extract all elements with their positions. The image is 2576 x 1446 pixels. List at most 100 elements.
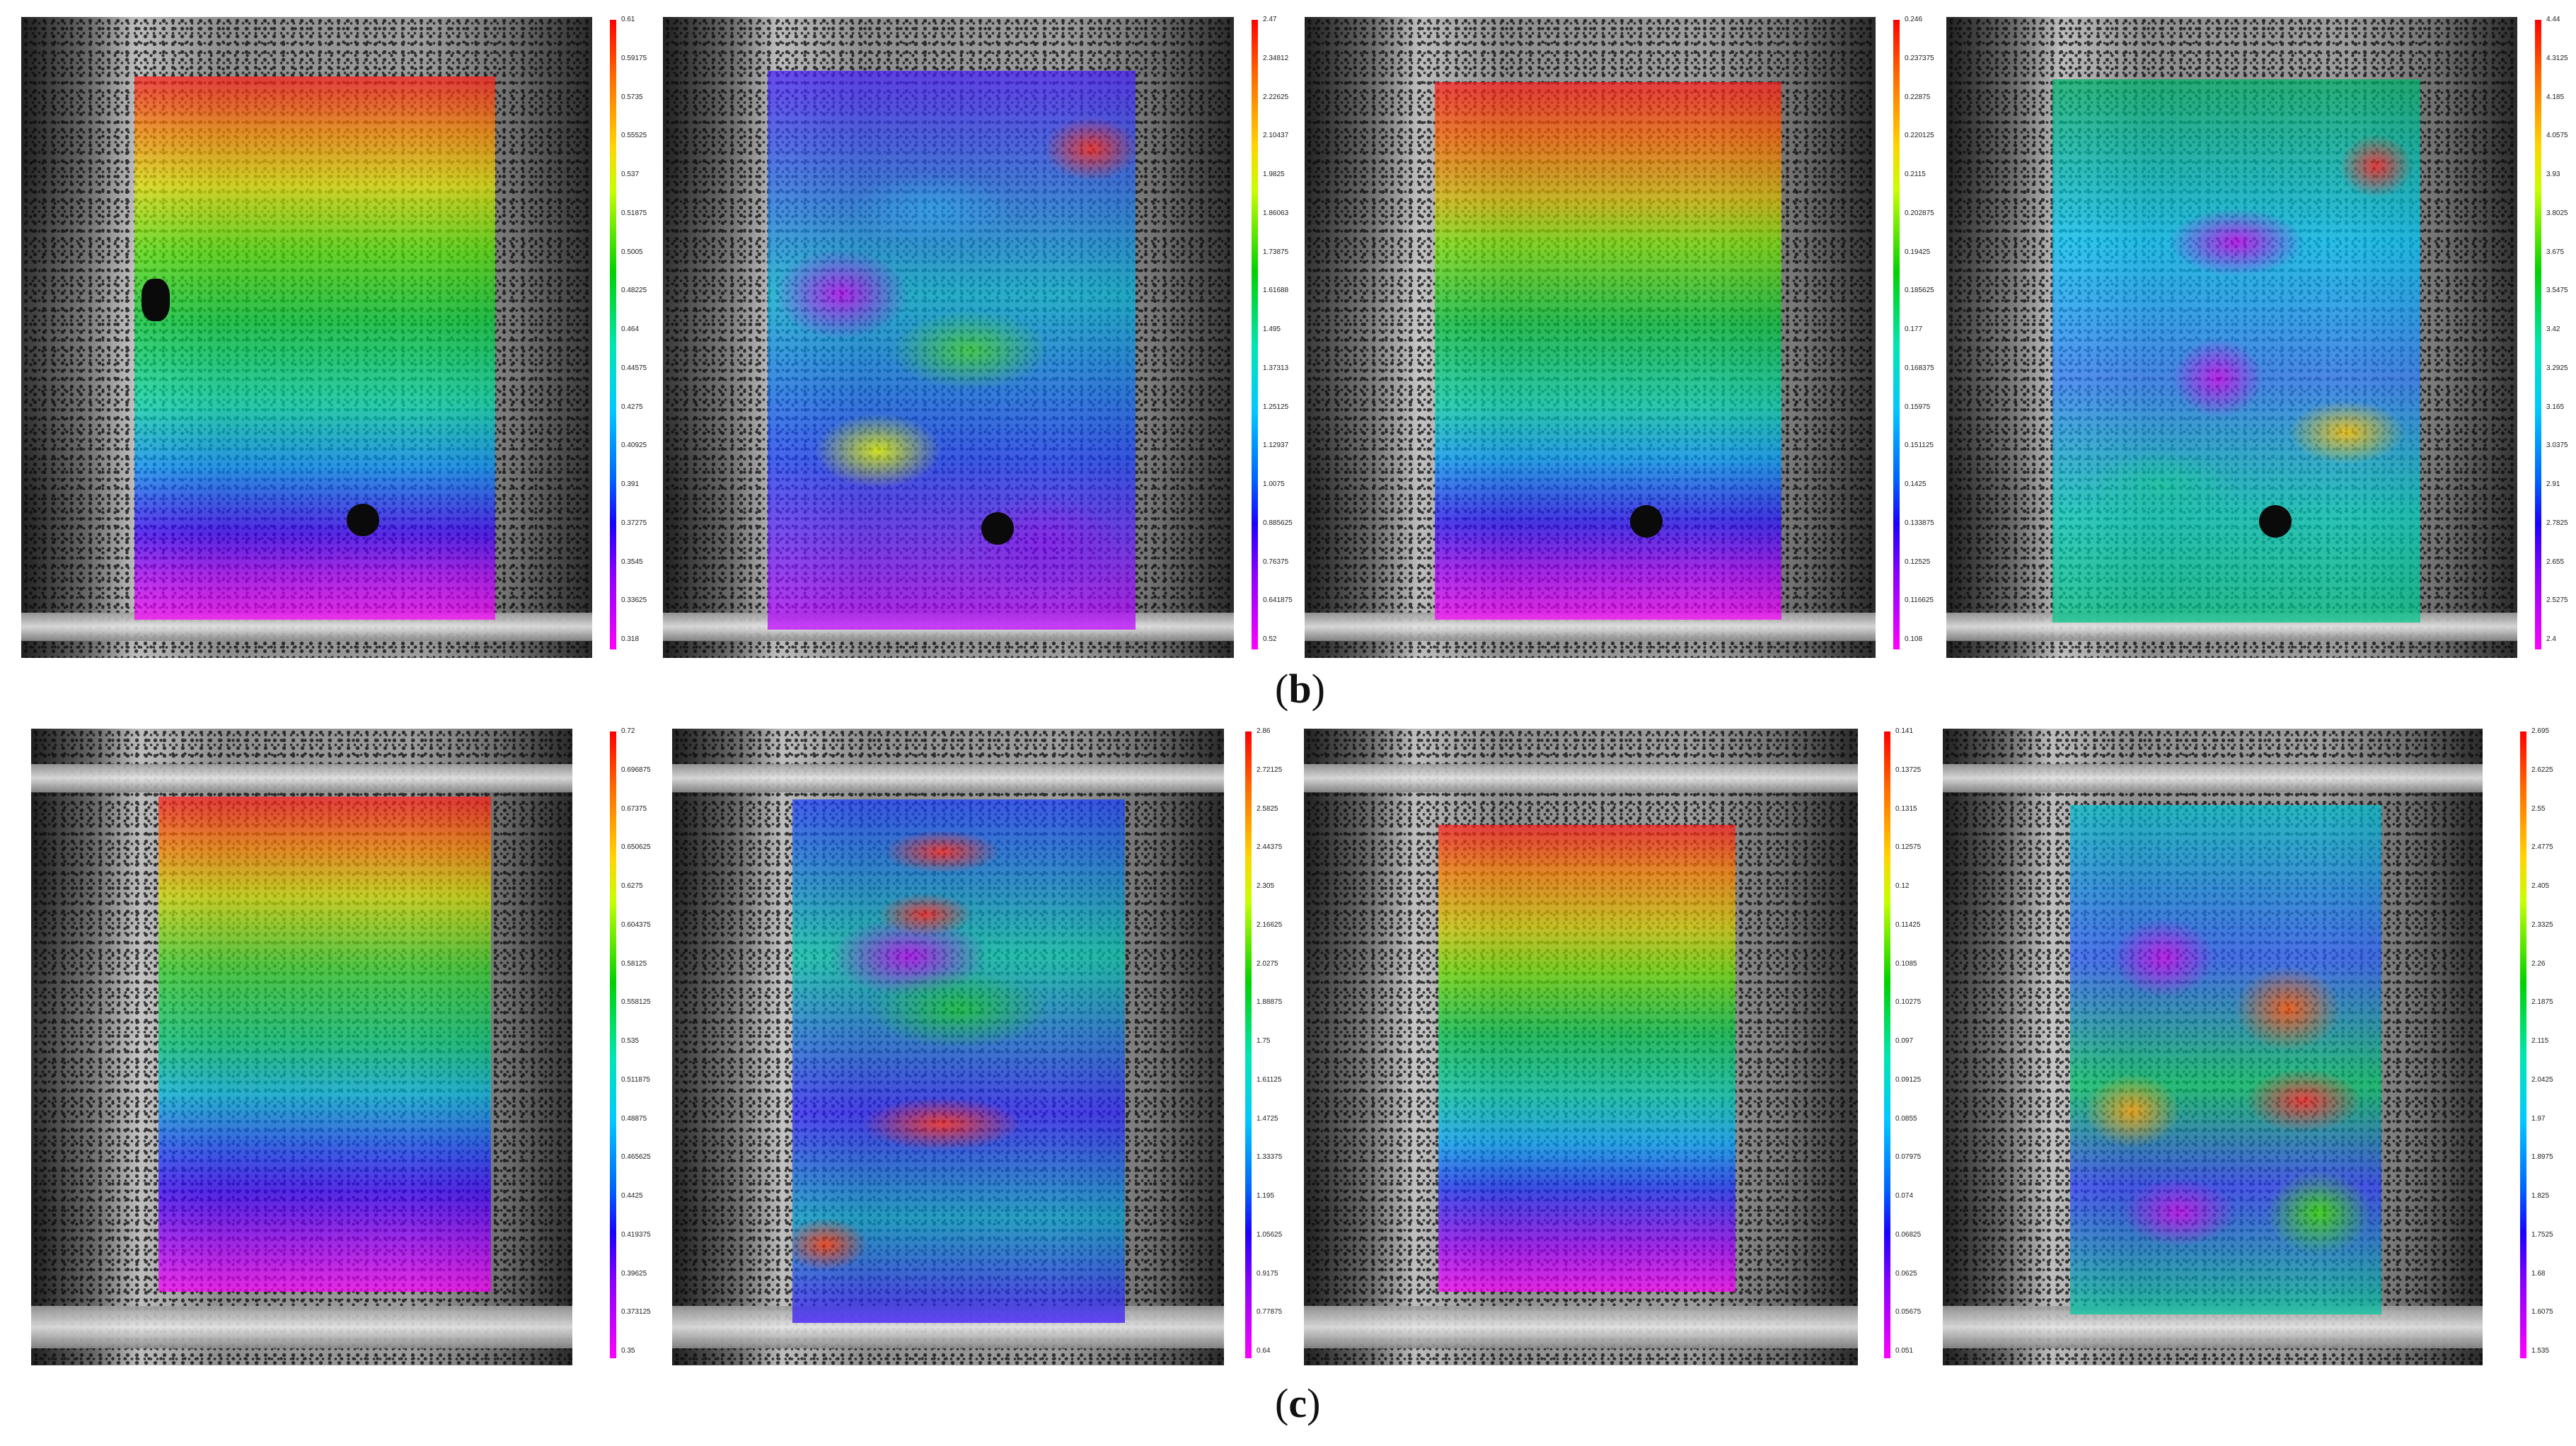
- colorbar-tick-label: 0.33625: [621, 596, 647, 604]
- colorbar-tick-label: 4.0575: [2546, 132, 2568, 139]
- colorbar-tick-label: 2.0425: [2531, 1076, 2553, 1084]
- colorbar-tick-label: 3.93: [2546, 170, 2560, 178]
- colorbar-c4: [2520, 731, 2526, 1358]
- colorbar-tick-label: 0.220125: [1905, 132, 1934, 139]
- colorbar-tick-label: 0.373125: [621, 1308, 651, 1316]
- colorbar-b1: [610, 20, 616, 649]
- colorbar-tick-label: 0.0625: [1895, 1270, 1917, 1278]
- dic-image-b4: [1946, 17, 2517, 658]
- colorbar-tick-label: 2.5825: [1257, 805, 1278, 813]
- caption-c: (c): [1275, 1380, 1321, 1426]
- colorbar-tick-label: 2.4775: [2531, 843, 2553, 851]
- colorbar-c2: [1245, 731, 1252, 1358]
- colorbar-tick-label: 1.825: [2531, 1192, 2550, 1200]
- colorbar-tick-label: 0.318: [621, 635, 640, 643]
- colorbar-tick-label: 0.1425: [1905, 480, 1927, 488]
- dic-image-b1: [21, 17, 592, 658]
- colorbar-tick-label: 0.464: [621, 325, 640, 333]
- colorbar-tick-label: 0.09125: [1895, 1076, 1922, 1084]
- colorbar-tick-label: 0.696875: [621, 766, 651, 774]
- colorbar-tick-label: 1.73875: [1263, 248, 1289, 256]
- colorbar-b2: [1252, 20, 1258, 649]
- colorbar-tick-label: 2.10437: [1263, 132, 1289, 139]
- colorbar-tick-label: 1.37313: [1263, 364, 1289, 372]
- colorbar-tick-label: 0.44575: [621, 364, 647, 372]
- colorbar-tick-label: 0.537: [621, 170, 640, 178]
- colorbar-tick-label: 0.37275: [621, 519, 647, 527]
- colorbar-tick-label: 3.2925: [2546, 364, 2568, 372]
- colorbar-tick-label: 0.0855: [1895, 1115, 1917, 1123]
- colorbar-c1: [610, 731, 616, 1358]
- dic-image-c2: [672, 729, 1224, 1365]
- colorbar-tick-label: 0.12525: [1905, 558, 1931, 566]
- colorbar-tick-label: 0.76375: [1263, 558, 1289, 566]
- colorbar-tick-label: 0.48875: [621, 1115, 647, 1123]
- colorbar-tick-label: 2.91: [2546, 480, 2560, 488]
- colorbar-tick-label: 2.1875: [2531, 998, 2553, 1006]
- colorbar-tick-label: 0.885625: [1263, 519, 1293, 527]
- colorbar-tick-label: 0.48225: [621, 287, 647, 294]
- colorbar-tick-label: 0.11425: [1895, 921, 1921, 929]
- colorbar-tick-label: 1.86063: [1263, 209, 1289, 217]
- colorbar-tick-label: 0.237375: [1905, 54, 1934, 62]
- colorbar-tick-label: 1.535: [2531, 1347, 2550, 1355]
- dic-image-b2: [663, 17, 1234, 658]
- colorbar-tick-label: 1.05625: [1257, 1231, 1283, 1239]
- colorbar-labels-b3: 0.246 0.237375 0.22875 0.220125 0.2115 0.2028…: [1902, 16, 1937, 652]
- colorbar-tick-label: 0.108: [1905, 635, 1923, 643]
- colorbar-tick-label: 0.1315: [1895, 805, 1917, 813]
- colorbar-tick-label: 2.55: [2531, 805, 2546, 813]
- colorbar-tick-label: 0.185625: [1905, 287, 1934, 294]
- colorbar-tick-label: 2.72125: [1257, 766, 1283, 774]
- colorbar-tick-label: 3.675: [2546, 248, 2565, 256]
- colorbar-tick-label: 4.185: [2546, 93, 2565, 101]
- colorbar-tick-label: 2.6225: [2531, 766, 2553, 774]
- colorbar-tick-label: 1.0075: [1263, 480, 1285, 488]
- colorbar-tick-label: 0.19425: [1905, 248, 1931, 256]
- colorbar-tick-label: 0.77875: [1257, 1308, 1283, 1316]
- colorbar-labels-c1: 0.72 0.696875 0.67375 0.650625 0.6275 0.60437…: [618, 727, 654, 1364]
- colorbar-tick-label: 2.26: [2531, 960, 2546, 968]
- colorbar-tick-label: 2.7825: [2546, 519, 2568, 527]
- colorbar-tick-label: 0.9175: [1257, 1270, 1278, 1278]
- colorbar-tick-label: 2.4: [2546, 635, 2556, 643]
- strain-overlay: [134, 76, 495, 620]
- colorbar-tick-label: 2.3325: [2531, 921, 2553, 929]
- colorbar-tick-label: 0.650625: [621, 843, 651, 851]
- colorbar-tick-label: 0.097: [1895, 1037, 1914, 1045]
- dic-image-c3: [1304, 729, 1858, 1365]
- strain-overlay: [792, 799, 1125, 1323]
- colorbar-tick-label: 0.72: [621, 727, 635, 735]
- colorbar-b3: [1893, 20, 1900, 649]
- colorbar-tick-label: 0.202875: [1905, 209, 1934, 217]
- colorbar-tick-label: 0.13725: [1895, 766, 1922, 774]
- strain-overlay: [158, 797, 491, 1292]
- colorbar-tick-label: 0.4275: [621, 403, 643, 411]
- colorbar-tick-label: 2.115: [2531, 1037, 2549, 1045]
- colorbar-tick-label: 0.39625: [621, 1270, 647, 1278]
- colorbar-tick-label: 1.75: [1257, 1037, 1271, 1045]
- colorbar-tick-label: 0.465625: [621, 1153, 651, 1161]
- colorbar-tick-label: 0.4425: [621, 1192, 643, 1200]
- colorbar-tick-label: 0.15975: [1905, 403, 1931, 411]
- dic-image-c1: [31, 729, 572, 1365]
- colorbar-tick-label: 0.391: [621, 480, 640, 488]
- colorbar-tick-label: 0.419375: [621, 1231, 651, 1239]
- colorbar-tick-label: 3.0375: [2546, 441, 2568, 449]
- colorbar-tick-label: 0.12575: [1895, 843, 1922, 851]
- colorbar-tick-label: 1.68: [2531, 1270, 2546, 1278]
- colorbar-tick-label: 0.151125: [1905, 441, 1934, 449]
- colorbar-tick-label: 2.22625: [1263, 93, 1289, 101]
- colorbar-tick-label: 0.6275: [621, 882, 643, 890]
- colorbar-tick-label: 0.35: [621, 1347, 635, 1355]
- colorbar-tick-label: 0.12: [1895, 882, 1910, 890]
- strain-overlay: [2052, 79, 2420, 623]
- colorbar-c3: [1884, 731, 1890, 1358]
- colorbar-tick-label: 0.641875: [1263, 596, 1293, 604]
- colorbar-tick-label: 0.5005: [621, 248, 643, 256]
- colorbar-tick-label: 3.5475: [2546, 287, 2568, 294]
- colorbar-tick-label: 2.47: [1263, 16, 1277, 23]
- colorbar-tick-label: 1.495: [1263, 325, 1281, 333]
- colorbar-tick-label: 0.55525: [621, 132, 647, 139]
- strain-overlay: [768, 71, 1136, 630]
